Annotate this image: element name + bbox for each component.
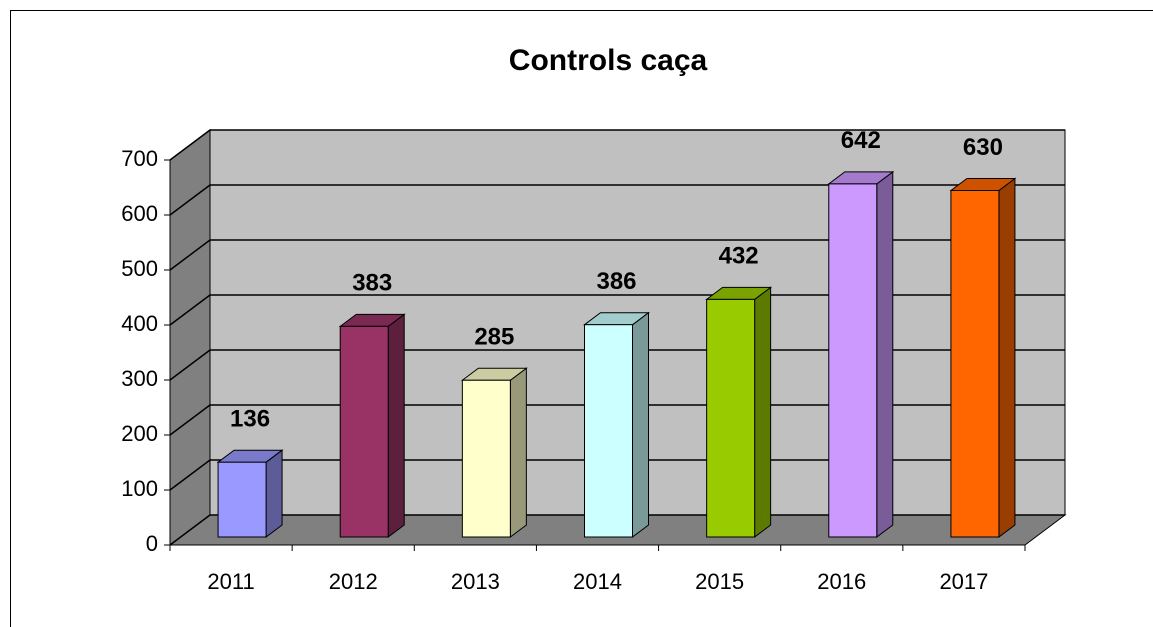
bar — [705, 286, 773, 538]
bar-front — [461, 379, 511, 538]
x-tick-label: 2012 — [329, 569, 378, 594]
y-tick-label: 400 — [121, 311, 158, 336]
y-tick-label: 200 — [121, 421, 158, 446]
value-label: 630 — [963, 134, 1003, 161]
y-tick-label: 100 — [121, 476, 158, 501]
x-tick-label: 2014 — [573, 569, 622, 594]
bar-front — [828, 183, 878, 538]
y-tick-label: 600 — [121, 201, 158, 226]
x-tick-label: 2016 — [817, 569, 866, 594]
bar-side — [509, 367, 527, 539]
x-tick-label: 2017 — [939, 569, 988, 594]
y-tick-label: 0 — [146, 531, 158, 556]
side-wall — [169, 129, 211, 546]
y-tick-label: 700 — [121, 146, 158, 171]
grid-line — [169, 459, 1065, 491]
bar — [827, 170, 895, 538]
grid-line — [169, 239, 1065, 271]
value-label: 383 — [352, 270, 392, 297]
x-tick-label: 2013 — [451, 569, 500, 594]
grid-line — [169, 404, 1065, 436]
bar-front — [217, 461, 267, 538]
bar — [338, 313, 406, 538]
y-tick-label: 500 — [121, 256, 158, 281]
bar-front — [950, 190, 1000, 538]
bar — [216, 449, 284, 538]
grid-line — [169, 184, 1065, 216]
chart-title: Controls caça — [509, 44, 708, 77]
grid-line — [169, 514, 1065, 546]
bar-side — [387, 313, 405, 538]
bar-side — [265, 449, 283, 538]
value-label: 432 — [719, 243, 759, 270]
grid-line — [169, 129, 1065, 161]
grid-line — [169, 294, 1065, 326]
bar-front — [706, 298, 756, 538]
bar-front — [339, 325, 389, 538]
bar-side — [998, 177, 1016, 538]
bar — [583, 311, 650, 538]
bar — [460, 367, 528, 539]
value-label: 136 — [230, 406, 270, 433]
x-tick-label: 2015 — [695, 569, 744, 594]
value-label: 285 — [474, 324, 514, 351]
bar-side — [876, 170, 894, 538]
x-tick-label: 2011 — [207, 569, 254, 594]
bar-side — [754, 286, 772, 538]
grid-line — [169, 349, 1065, 381]
value-label: 642 — [841, 127, 881, 154]
y-tick-label: 300 — [121, 366, 158, 391]
bar-front — [584, 324, 633, 538]
value-label: 386 — [596, 268, 636, 295]
bar-side — [632, 311, 649, 538]
bar — [949, 177, 1017, 538]
